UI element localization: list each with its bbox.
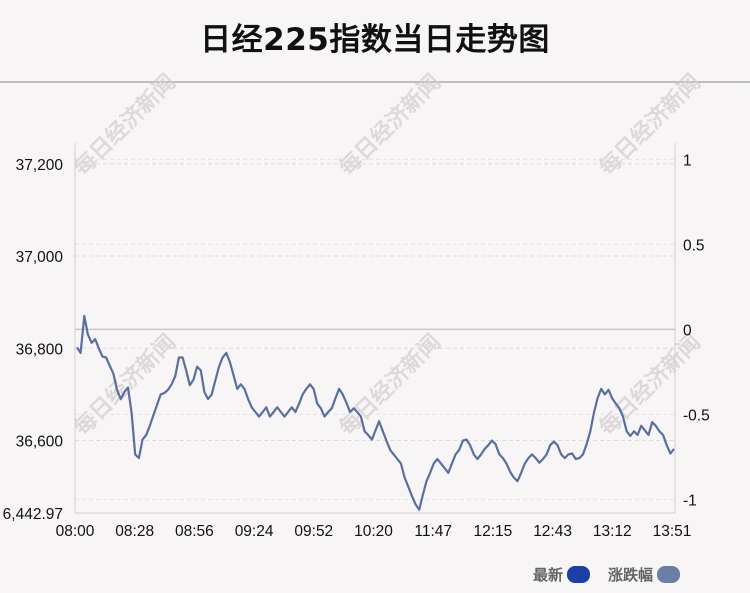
x-tick-label: 08:56 [175, 523, 214, 540]
grid-layer [75, 158, 675, 500]
x-tick-label: 12:15 [474, 523, 513, 540]
series-line [76, 314, 675, 511]
x-tick-label: 13:12 [593, 523, 632, 540]
chart-title: 日经225指数当日走势图 [200, 22, 550, 58]
legend-swatch-change [657, 566, 681, 583]
watermark-text: 每日经济新闻 [334, 329, 446, 441]
tick-layer: 37,200 37,000 36,800 36,600 6,442.97 1 0.5 0 -0.… [3, 152, 710, 540]
y-right-tick-label: 0 [683, 322, 692, 339]
legend-item-change[interactable]: 涨跌幅 [608, 564, 681, 585]
x-tick-label: 08:00 [56, 523, 95, 540]
y-tick-label: 36,800 [16, 341, 64, 358]
legend-label-change: 涨跌幅 [608, 566, 654, 584]
y-min-label: 6,442.97 [3, 506, 63, 523]
y-right-tick-label: -0.5 [683, 407, 710, 424]
series-layer [76, 314, 675, 511]
watermark-text: 每日经济新闻 [69, 329, 181, 441]
y-tick-label: 37,200 [16, 157, 64, 174]
x-tick-label: 12:43 [533, 523, 572, 540]
legend-swatch-latest [567, 566, 591, 583]
legend-label-latest: 最新 [533, 566, 564, 584]
x-tick-label: 10:20 [354, 523, 393, 540]
y-tick-label: 37,000 [16, 249, 64, 266]
legend-item-latest[interactable]: 最新 [533, 564, 591, 585]
y-tick-label: 36,600 [16, 434, 64, 451]
x-tick-label: 09:24 [235, 523, 274, 540]
x-tick-label: 08:28 [115, 523, 154, 540]
y-right-tick-label: 1 [683, 152, 692, 169]
y-right-tick-label: 0.5 [683, 237, 705, 254]
y-right-tick-label: -1 [683, 492, 697, 509]
x-tick-label: 11:47 [414, 523, 452, 540]
x-tick-label: 13:51 [653, 523, 692, 540]
x-tick-label: 09:52 [294, 523, 333, 540]
title-divider [0, 81, 750, 83]
